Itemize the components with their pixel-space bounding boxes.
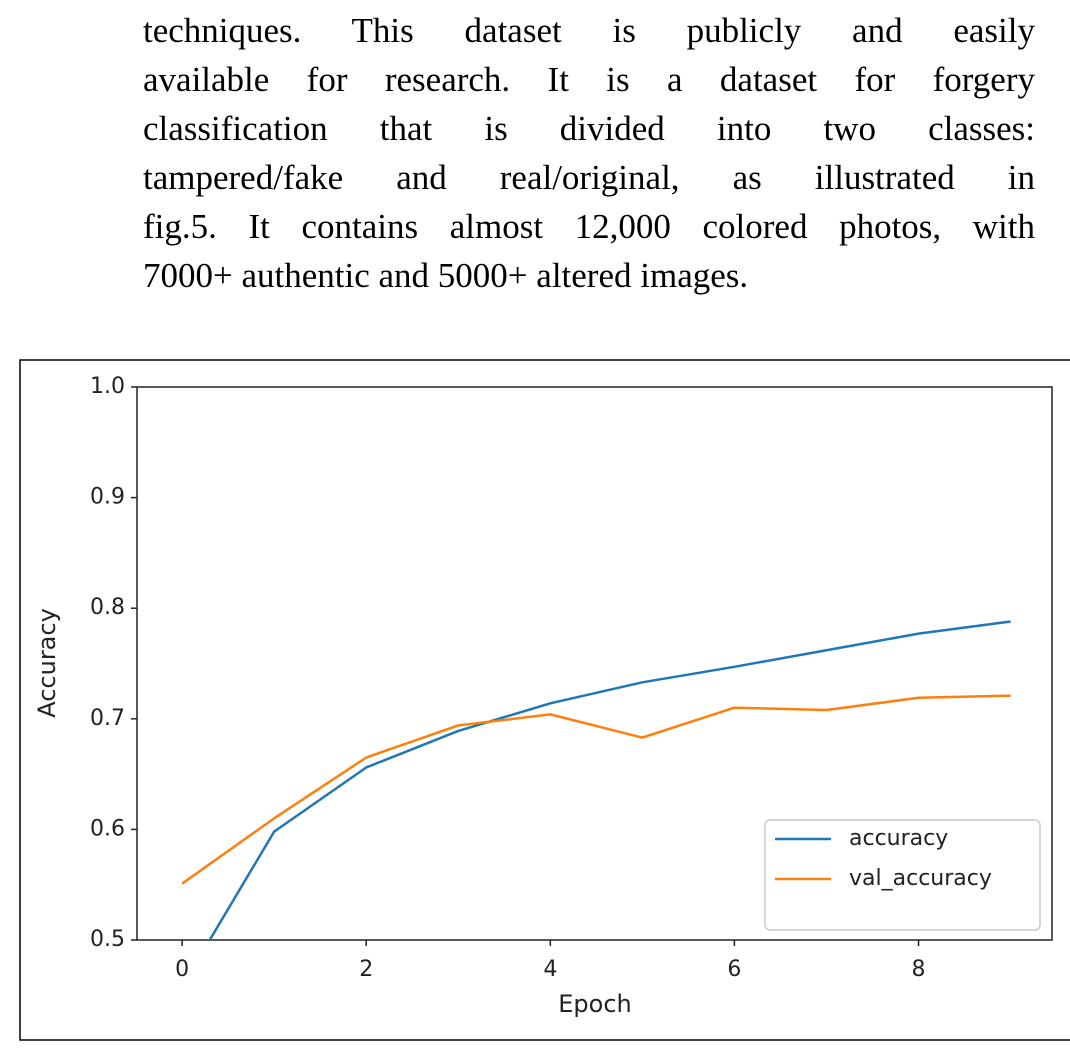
- x-tick-label: 0: [175, 957, 189, 982]
- series-line: [181, 694, 1011, 885]
- y-tick-label: 0.7: [90, 706, 125, 731]
- text-line: fig.5. It contains almost 12,000 colored…: [143, 207, 1035, 246]
- x-tick-label: 8: [912, 957, 926, 982]
- legend-label: val_accuracy: [849, 866, 992, 891]
- x-tick-label: 6: [727, 957, 741, 982]
- text-line: classification that is divided into two …: [143, 109, 1035, 148]
- y-tick-label: 0.5: [90, 927, 125, 952]
- y-tick-label: 0.8: [90, 595, 125, 620]
- text-line: 7000+ authentic and 5000+ altered images…: [143, 256, 749, 295]
- plot-area: [136, 386, 1053, 941]
- y-tick-label: 1.0: [90, 374, 125, 399]
- legend-box: [764, 819, 1041, 931]
- x-tick-label: 2: [359, 957, 373, 982]
- x-axis-label: Epoch: [558, 990, 632, 1018]
- text-line: techniques. This dataset is publicly and…: [143, 11, 1035, 50]
- text-line: available for research. It is a dataset …: [143, 60, 1035, 99]
- x-tick-label: 4: [543, 957, 557, 982]
- plot-lines: [181, 620, 1011, 940]
- text-line: tampered/fake and real/original, as illu…: [143, 158, 1035, 197]
- legend-label: accuracy: [849, 826, 948, 851]
- y-tick-label: 0.9: [90, 485, 125, 510]
- y-tick-label: 0.6: [90, 816, 125, 841]
- paragraph: techniques. This dataset is publicly and…: [143, 6, 1035, 300]
- y-axis-label: Accuracy: [33, 608, 61, 718]
- series-line: [208, 620, 1011, 940]
- figure-frame: [19, 359, 1070, 1041]
